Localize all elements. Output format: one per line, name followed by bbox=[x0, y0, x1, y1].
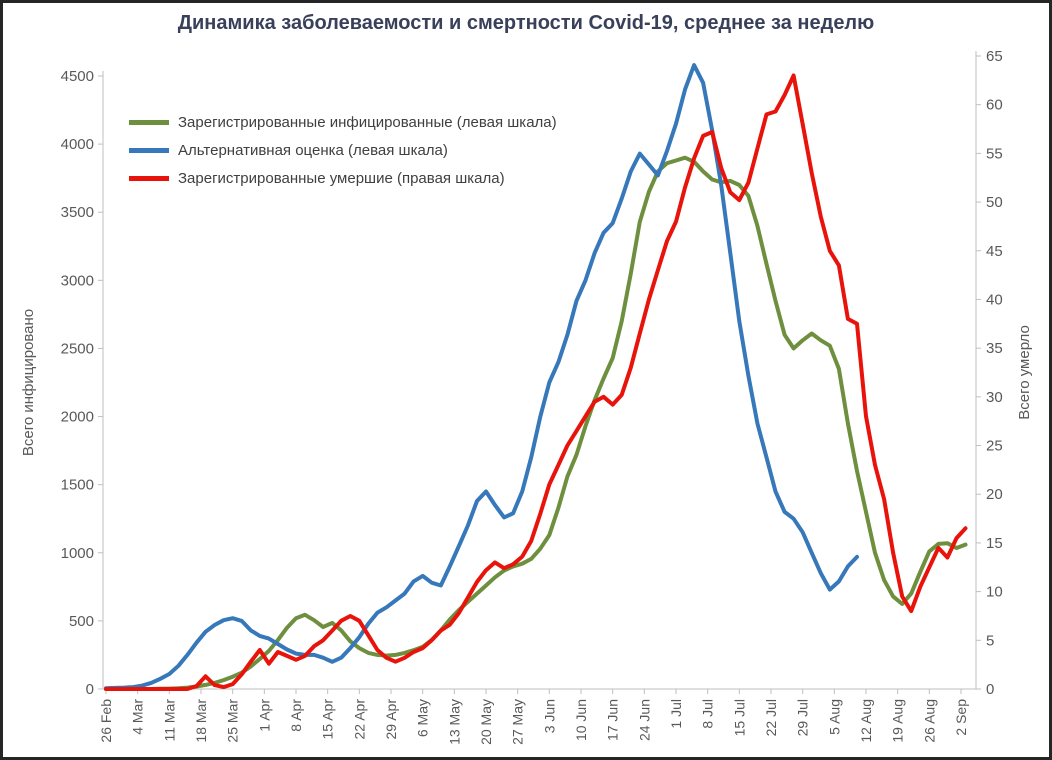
y-right-tick-label: 60 bbox=[986, 97, 1003, 114]
y-left-tick-label: 1000 bbox=[61, 545, 94, 562]
y-right-tick-label: 5 bbox=[986, 632, 994, 649]
x-tick-label: 2 Sep bbox=[953, 699, 969, 736]
legend-item: Зарегистрированные инфицированные (левая… bbox=[129, 114, 557, 131]
x-tick-label: 18 Mar bbox=[193, 699, 209, 743]
y-right-tick-label: 40 bbox=[986, 291, 1003, 308]
series-line-2 bbox=[104, 73, 968, 691]
x-tick-label: 1 Apr bbox=[256, 699, 272, 732]
chart-title: Динамика заболеваемости и смертности Cov… bbox=[177, 12, 875, 34]
x-tick-label: 24 Jun bbox=[636, 699, 652, 741]
legend-label: Зарегистрированные умершие (правая шкала… bbox=[178, 170, 505, 187]
x-tick-label: 4 Mar bbox=[130, 699, 146, 735]
right-axis-title: Всего умерло bbox=[1016, 325, 1033, 420]
series-line-0 bbox=[104, 155, 968, 691]
y-left-tick-label: 3500 bbox=[61, 204, 94, 221]
x-tick-label: 26 Aug bbox=[921, 699, 937, 743]
x-tick-label: 13 May bbox=[446, 699, 462, 745]
y-left-tick-label: 500 bbox=[69, 613, 94, 630]
x-tick-label: 25 Mar bbox=[225, 699, 241, 743]
y-right-tick-label: 45 bbox=[986, 243, 1003, 260]
x-tick-label: 19 Aug bbox=[890, 699, 906, 743]
x-tick-label: 22 Apr bbox=[351, 699, 367, 740]
y-right-tick-label: 50 bbox=[986, 194, 1003, 211]
x-tick-label: 11 Mar bbox=[161, 699, 177, 742]
y-left-tick-label: 2000 bbox=[61, 409, 94, 426]
x-tick-label: 29 Apr bbox=[383, 699, 399, 740]
x-tick-label: 1 Jul bbox=[668, 699, 684, 729]
y-right-tick-label: 15 bbox=[986, 535, 1003, 552]
x-tick-label: 29 Jul bbox=[795, 699, 811, 736]
y-left-tick-label: 2500 bbox=[61, 340, 94, 357]
x-tick-label: 12 Aug bbox=[858, 699, 874, 743]
y-right-tick-label: 0 bbox=[986, 681, 994, 698]
legend-label: Зарегистрированные инфицированные (левая… bbox=[178, 114, 557, 131]
x-tick-label: 10 Jun bbox=[573, 699, 589, 741]
y-right-tick-label: 35 bbox=[986, 340, 1003, 357]
x-tick-label: 8 Jul bbox=[700, 699, 716, 729]
x-tick-label: 15 Apr bbox=[320, 699, 336, 740]
x-tick-label: 3 Jun bbox=[541, 699, 557, 733]
x-tick-label: 26 Feb bbox=[98, 699, 114, 743]
x-tick-label: 6 May bbox=[415, 699, 431, 737]
y-left-tick-label: 4000 bbox=[61, 136, 94, 153]
legend-item: Зарегистрированные умершие (правая шкала… bbox=[129, 170, 557, 187]
y-left-tick-label: 0 bbox=[86, 681, 94, 698]
y-left-tick-label: 3000 bbox=[61, 272, 94, 289]
y-right-tick-label: 10 bbox=[986, 584, 1003, 601]
y-right-tick-label: 65 bbox=[986, 48, 1003, 65]
legend-swatch bbox=[129, 148, 169, 153]
series-line-1 bbox=[104, 63, 859, 691]
chart-legend: Зарегистрированные инфицированные (левая… bbox=[129, 114, 557, 187]
x-tick-label: 17 Jun bbox=[605, 699, 621, 741]
chart-canvas: 0 500 1000 1500 2000 2500 3000 3500 4000 4500 0 5 10… bbox=[20, 48, 1033, 745]
y-right-tick-label: 30 bbox=[986, 389, 1003, 406]
legend-swatch bbox=[129, 120, 169, 125]
y-left-tick-label: 1500 bbox=[61, 477, 94, 494]
legend-swatch bbox=[129, 176, 169, 181]
x-tick-label: 22 Jul bbox=[763, 699, 779, 736]
x-tick-label: 27 May bbox=[510, 699, 526, 745]
x-tick-label: 15 Jul bbox=[731, 699, 747, 736]
x-tick-label: 8 Apr bbox=[288, 699, 304, 732]
y-right-tick-label: 25 bbox=[986, 438, 1003, 455]
legend-label: Альтернативная оценка (левая шкала) bbox=[178, 142, 448, 159]
y-right-tick-label: 55 bbox=[986, 145, 1003, 162]
y-right-tick-label: 20 bbox=[986, 486, 1003, 503]
left-axis-title: Всего инфицировано bbox=[20, 309, 37, 456]
legend-item: Альтернативная оценка (левая шкала) bbox=[129, 142, 557, 159]
x-tick-label: 20 May bbox=[478, 699, 494, 745]
y-left-tick-label: 4500 bbox=[61, 68, 94, 85]
x-tick-label: 5 Aug bbox=[826, 699, 842, 735]
